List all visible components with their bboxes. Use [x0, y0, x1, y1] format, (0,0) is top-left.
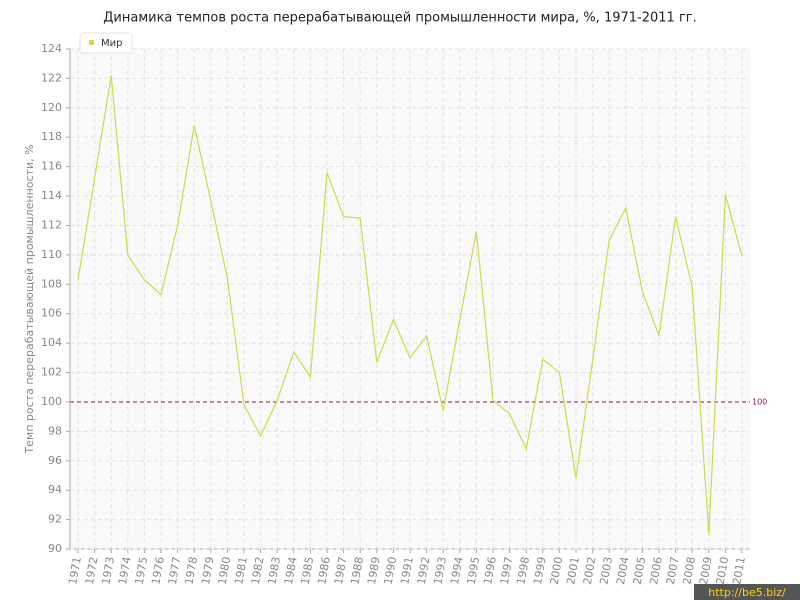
y-tick-label: 104	[41, 336, 62, 349]
x-tick-label: 1995	[465, 556, 483, 586]
legend-box	[79, 32, 133, 54]
x-tick-label: 1985	[299, 556, 317, 586]
legend-label: Мир	[101, 38, 122, 49]
y-tick-label: 96	[48, 454, 62, 467]
y-axis-label: Темп роста перерабатывающей промышленнос…	[23, 144, 36, 454]
x-tick-label: 1987	[332, 556, 350, 586]
x-tick-label: 1994	[448, 556, 466, 586]
x-tick-label: 2011	[730, 556, 748, 586]
x-tick-label: 1984	[282, 556, 300, 586]
y-tick-label: 124	[41, 42, 62, 55]
x-tick-label: 1983	[265, 556, 283, 586]
y-tick-label: 114	[41, 189, 62, 202]
x-tick-label: 1978	[182, 556, 200, 586]
chart-title: Динамика темпов роста перерабатывающей п…	[103, 11, 696, 26]
y-tick-label: 120	[41, 101, 62, 114]
y-tick-label: 102	[41, 366, 62, 379]
x-tick-label: 1979	[199, 556, 217, 586]
y-tick-label: 108	[41, 277, 62, 290]
x-tick-label: 2004	[614, 556, 632, 586]
x-tick-label: 1973	[99, 556, 117, 586]
x-tick-label: 2003	[597, 556, 615, 586]
y-tick-label: 110	[41, 248, 62, 261]
x-tick-label: 2009	[697, 556, 715, 586]
y-tick-label: 94	[48, 483, 62, 496]
x-tick-label: 1974	[116, 556, 134, 586]
x-tick-label: 2007	[664, 556, 682, 586]
watermark-bg	[694, 584, 800, 600]
x-tick-label: 1981	[232, 556, 250, 586]
x-tick-label: 1992	[415, 556, 433, 586]
x-tick-label: 2005	[631, 556, 649, 586]
x-tick-label: 2002	[581, 556, 599, 586]
y-tick-label: 100	[41, 395, 62, 408]
x-tick-label: 1977	[166, 556, 184, 586]
x-tick-label: 2000	[548, 556, 566, 586]
x-tick-label: 1972	[83, 556, 101, 586]
x-tick-label: 1991	[398, 556, 416, 586]
series-line	[77, 75, 743, 535]
x-tick-label: 2010	[714, 556, 732, 586]
x-tick-label: 2001	[564, 556, 582, 586]
x-tick-label: 1993	[431, 556, 449, 586]
x-tick-label: 2006	[647, 556, 665, 586]
y-tick-label: 92	[48, 513, 62, 526]
x-tick-label: 1986	[315, 556, 333, 586]
y-tick-label: 90	[48, 542, 62, 555]
x-tick-label: 1998	[514, 556, 532, 586]
y-tick-label: 116	[41, 160, 62, 173]
x-tick-label: 1980	[216, 556, 234, 586]
y-tick-label: 118	[41, 130, 62, 143]
x-tick-label: 1996	[481, 556, 499, 586]
x-tick-label: 1999	[531, 556, 549, 586]
x-tick-label: 1988	[348, 556, 366, 586]
x-tick-label: 1975	[133, 556, 151, 586]
watermark: http://be5.biz/	[708, 586, 786, 599]
x-tick-label: 2008	[680, 556, 698, 586]
plot-area	[70, 49, 750, 549]
x-tick-label: 1990	[382, 556, 400, 586]
y-tick-label: 122	[41, 71, 62, 84]
y-tick-label: 112	[41, 218, 62, 231]
x-tick-label: 1997	[498, 556, 516, 586]
y-tick-label: 98	[48, 424, 62, 437]
x-tick-label: 1976	[149, 556, 167, 586]
legend-swatch	[89, 40, 94, 45]
reference-label: 100	[752, 397, 767, 406]
y-tick-label: 106	[41, 307, 62, 320]
x-tick-label: 1971	[66, 556, 84, 586]
x-tick-label: 1989	[365, 556, 383, 586]
x-tick-label: 1982	[249, 556, 267, 586]
